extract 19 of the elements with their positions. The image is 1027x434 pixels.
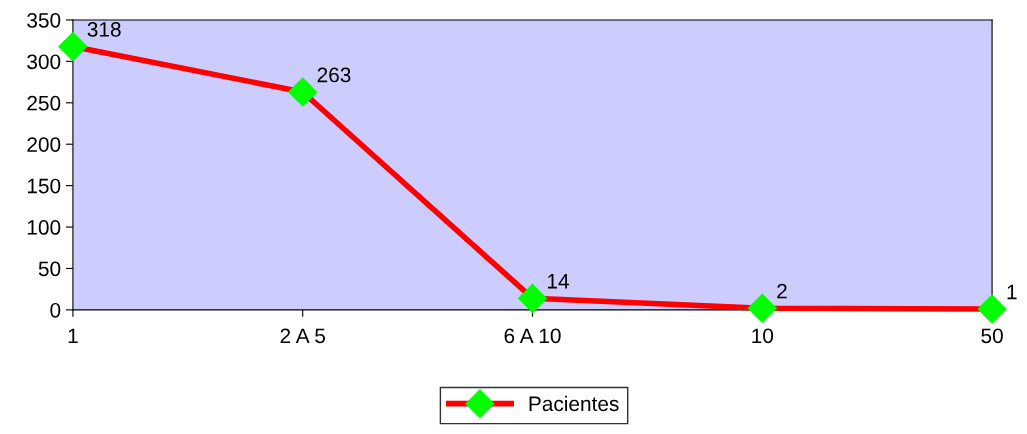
legend-label: Pacientes xyxy=(529,395,619,412)
data-label: 263 xyxy=(317,67,351,83)
x-tick-label: 1 xyxy=(68,328,78,344)
y-tick-label: 50 xyxy=(38,261,61,277)
data-label: 14 xyxy=(547,274,569,289)
x-tick-label: 50 xyxy=(981,328,1003,344)
data-label: 318 xyxy=(87,22,121,37)
data-label: 2 xyxy=(777,283,787,299)
y-tick-label: 150 xyxy=(27,178,61,194)
y-tick-label: 200 xyxy=(27,137,61,152)
y-tick-label: 350 xyxy=(27,12,61,28)
x-tick-label: 6 A 10 xyxy=(504,328,561,344)
x-tick-label: 2 A 5 xyxy=(280,328,326,344)
y-tick-label: 300 xyxy=(27,54,61,70)
y-tick-label: 250 xyxy=(27,95,61,111)
x-tick-label: 10 xyxy=(752,328,774,344)
data-label: 1 xyxy=(1007,284,1017,300)
y-tick-label: 0 xyxy=(50,302,61,318)
y-tick-label: 100 xyxy=(27,220,61,235)
